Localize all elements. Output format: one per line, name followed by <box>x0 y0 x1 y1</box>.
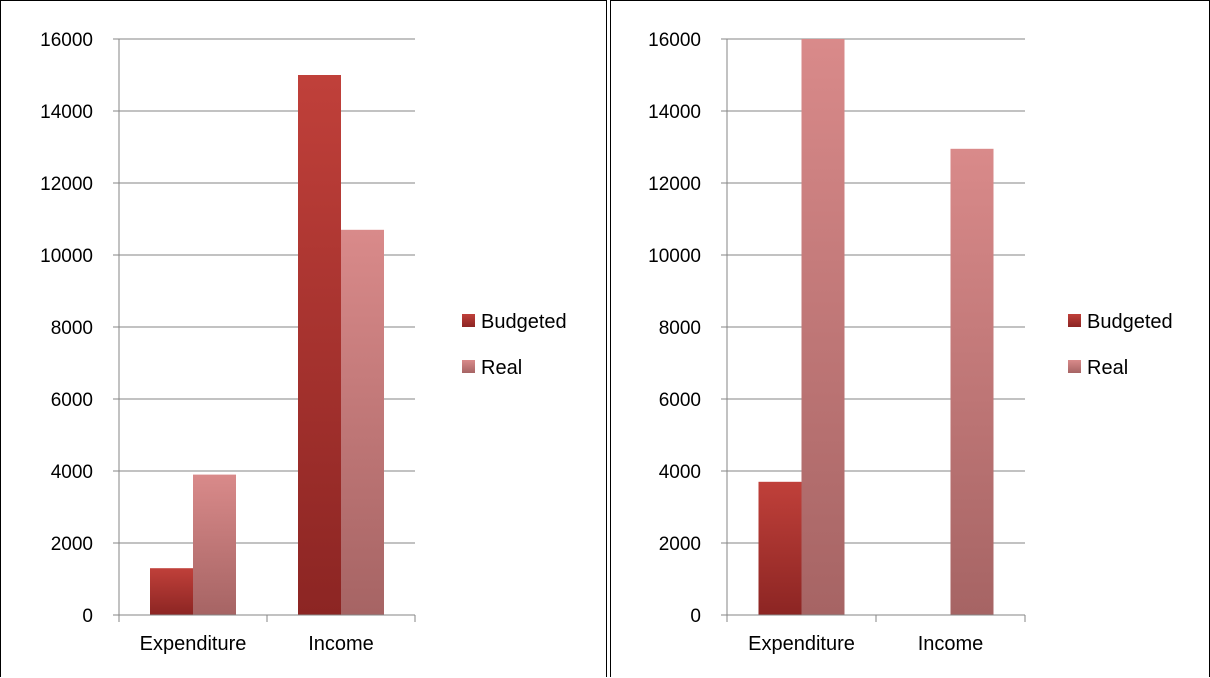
y-tick-label: 12000 <box>648 174 701 195</box>
y-tick-label: 6000 <box>659 390 701 411</box>
bar-budgeted-expenditure <box>150 568 193 615</box>
legend-label-real: Real <box>481 357 522 379</box>
x-category-label: Income <box>918 633 984 655</box>
legend-swatch-real <box>1068 360 1081 373</box>
legend-label-real: Real <box>1087 357 1128 379</box>
x-category-label: Expenditure <box>140 633 247 655</box>
legend-swatch-budgeted <box>462 314 475 327</box>
y-tick-label: 8000 <box>659 318 701 339</box>
bar-chart-right: 0 2000 4000 6000 8000 10000 12000 14000 16000 Exp… <box>648 30 1173 655</box>
y-tick-label: 14000 <box>648 102 701 123</box>
y-tick-label: 14000 <box>40 102 93 123</box>
legend-swatch-real <box>462 360 475 373</box>
x-category-label: Income <box>308 633 374 655</box>
bar-real-expenditure <box>193 474 236 615</box>
y-tick-label: 16000 <box>40 30 93 51</box>
y-tick-label: 0 <box>690 606 701 627</box>
y-tick-label: 12000 <box>40 174 93 195</box>
y-tick-label: 0 <box>82 606 93 627</box>
bar-real-income <box>950 148 994 616</box>
y-tick-label: 4000 <box>51 462 93 483</box>
y-tick-label: 10000 <box>40 246 93 267</box>
bar-chart-left: 0 2000 4000 6000 8000 10000 12000 14000 16000 Exp… <box>40 30 567 655</box>
legend-label-budgeted: Budgeted <box>1087 311 1173 333</box>
bar-real-expenditure <box>801 39 845 615</box>
legend-label-budgeted: Budgeted <box>481 311 567 333</box>
y-tick-label: 4000 <box>659 462 701 483</box>
y-tick-label: 8000 <box>51 318 93 339</box>
y-tick-label: 6000 <box>51 390 93 411</box>
bar-real-income <box>341 229 384 616</box>
chart-panel-right: 0 2000 4000 6000 8000 10000 12000 14000 16000 Exp… <box>610 0 1210 677</box>
bar-budgeted-income <box>298 75 341 615</box>
y-tick-label: 16000 <box>648 30 701 51</box>
legend-swatch-budgeted <box>1068 314 1081 327</box>
bar-budgeted-expenditure <box>758 481 802 615</box>
chart-panel-left: 0 2000 4000 6000 8000 10000 12000 14000 16000 Exp… <box>0 0 607 677</box>
x-category-label: Expenditure <box>748 633 855 655</box>
y-tick-label: 2000 <box>659 534 701 555</box>
y-tick-label: 10000 <box>648 246 701 267</box>
y-tick-label: 2000 <box>51 534 93 555</box>
